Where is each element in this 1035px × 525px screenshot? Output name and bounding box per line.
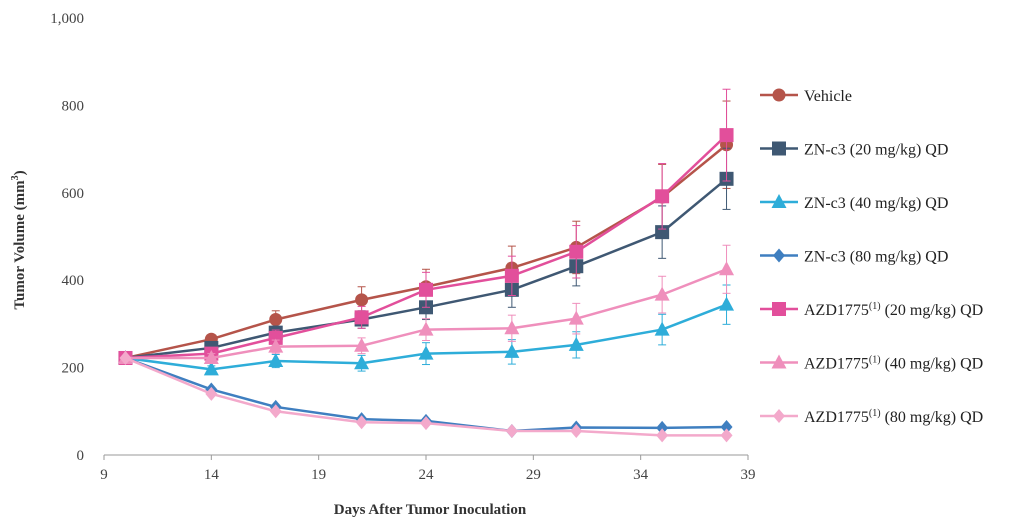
series-layer [117, 88, 735, 443]
legend-marker [772, 141, 786, 156]
data-point [656, 428, 669, 443]
data-point [269, 313, 283, 327]
data-point [355, 415, 368, 430]
data-point [203, 349, 219, 364]
x-tick-label: 39 [741, 467, 756, 483]
legend-label: AZD1775(1) (20 mg/kg) QD [804, 301, 983, 319]
y-tick-label: 200 [62, 361, 85, 377]
data-point [418, 321, 434, 336]
y-tick-label: 600 [62, 186, 85, 202]
y-tick-label: 800 [62, 98, 85, 114]
legend-label: ZN-c3 (80 mg/kg) QD [804, 249, 948, 266]
x-axis-ticks: 9 14 19 24 29 34 39 [100, 455, 756, 483]
legend-item-azd-20: AZD1775(1) (20 mg/kg) QD [760, 301, 983, 319]
y-axis-title-main: Tumor Volume (mm [12, 180, 28, 310]
data-point [354, 355, 370, 370]
x-tick-label: 24 [419, 467, 435, 483]
y-tick-label: 1,000 [50, 11, 84, 27]
legend-marker [772, 88, 786, 102]
data-point [268, 330, 283, 345]
data-point [269, 404, 282, 419]
series-azd-40 [117, 244, 735, 364]
legend-marker [773, 248, 785, 263]
data-point [420, 416, 432, 431]
y-tick-label: 400 [62, 273, 85, 289]
data-point [419, 282, 433, 297]
legend-marker [771, 354, 787, 369]
legend-marker [773, 409, 785, 423]
data-point [719, 296, 735, 311]
data-point [504, 268, 519, 283]
data-point [268, 338, 284, 353]
legend-marker [771, 194, 787, 208]
data-point [354, 337, 370, 352]
legend-item-znc3-40: ZN-c3 (40 mg/kg) QD [760, 194, 948, 212]
x-tick-label: 14 [204, 467, 220, 483]
legend-item-vehicle: Vehicle [760, 88, 852, 105]
x-tick-label: 34 [633, 467, 649, 483]
data-point [203, 361, 219, 376]
y-axis-title: Tumor Volume (mm3) [10, 170, 28, 309]
data-point [654, 286, 670, 301]
x-tick-label: 19 [311, 467, 326, 483]
data-point [355, 293, 369, 307]
legend: Vehicle ZN-c3 (20 mg/kg) QD ZN-c3 (40 mg/k… [760, 88, 983, 426]
data-point [354, 310, 369, 325]
data-point [720, 420, 733, 435]
x-tick-label: 9 [100, 467, 108, 483]
data-point [656, 420, 669, 435]
data-point [568, 336, 584, 351]
data-point [505, 423, 518, 438]
y-axis-title-superscript: 3 [10, 175, 21, 180]
data-point [569, 244, 584, 259]
legend-item-azd-40: AZD1775(1) (40 mg/kg) QD [760, 354, 983, 373]
legend-item-znc3-20: ZN-c3 (20 mg/kg) QD [760, 141, 948, 159]
x-axis-title: Days After Tumor Inoculation [334, 502, 527, 518]
data-point [570, 423, 583, 438]
data-point [268, 353, 284, 368]
legend-item-znc3-80: ZN-c3 (80 mg/kg) QD [760, 248, 948, 266]
data-point [654, 321, 670, 336]
data-point [720, 428, 733, 443]
y-axis-ticks: 0 200 400 600 800 1,000 [50, 11, 84, 464]
data-point [119, 350, 132, 365]
data-point [504, 320, 520, 335]
series-znc3-40 [117, 284, 735, 376]
data-point [719, 128, 734, 143]
legend-label: AZD1775(1) (40 mg/kg) QD [804, 355, 983, 373]
data-point [205, 386, 218, 401]
legend-label: AZD1775(1) (80 mg/kg) QD [804, 408, 983, 426]
series-azd-80 [119, 350, 733, 443]
legend-item-azd-80: AZD1775(1) (80 mg/kg) QD [760, 408, 983, 426]
legend-label: Vehicle [804, 88, 852, 105]
data-point [719, 261, 735, 276]
legend-label: ZN-c3 (40 mg/kg) QD [804, 195, 948, 212]
data-point [655, 189, 670, 204]
legend-label: ZN-c3 (20 mg/kg) QD [804, 142, 948, 159]
x-tick-label: 29 [526, 467, 541, 483]
legend-marker [772, 302, 786, 316]
data-point [568, 310, 584, 325]
y-tick-label: 0 [77, 448, 85, 464]
data-point [504, 343, 520, 358]
data-point [418, 345, 434, 360]
y-axis-title-tail: ) [12, 170, 28, 175]
